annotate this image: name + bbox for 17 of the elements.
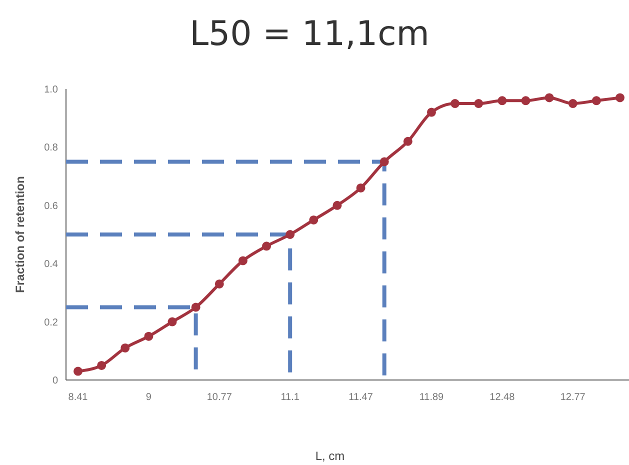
x-tick-label: 8.41 (68, 392, 88, 403)
x-tick-label: 12.77 (560, 392, 586, 403)
x-tick-label: 11.89 (419, 392, 444, 403)
x-tick-label: 12.48 (490, 392, 516, 403)
y-tick-label: 0 (52, 376, 58, 386)
x-axis-title: L, cm (315, 449, 345, 463)
y-axis-title: Fraction of retention (13, 176, 27, 293)
y-tick-label: 0.6 (44, 200, 58, 212)
x-tick-label: 10.77 (206, 392, 232, 403)
y-tick-label: 1.0 (44, 84, 58, 96)
chart-title: L50 = 11,1cm (190, 14, 430, 54)
x-tick-label: 11.1 (280, 392, 300, 403)
y-tick-label: 0.8 (44, 142, 58, 154)
x-tick-label: 11.47 (348, 392, 374, 403)
y-tick-label: 0.2 (44, 317, 58, 328)
x-tick-label: 9 (146, 392, 152, 403)
y-tick-label: 0.4 (44, 259, 58, 270)
